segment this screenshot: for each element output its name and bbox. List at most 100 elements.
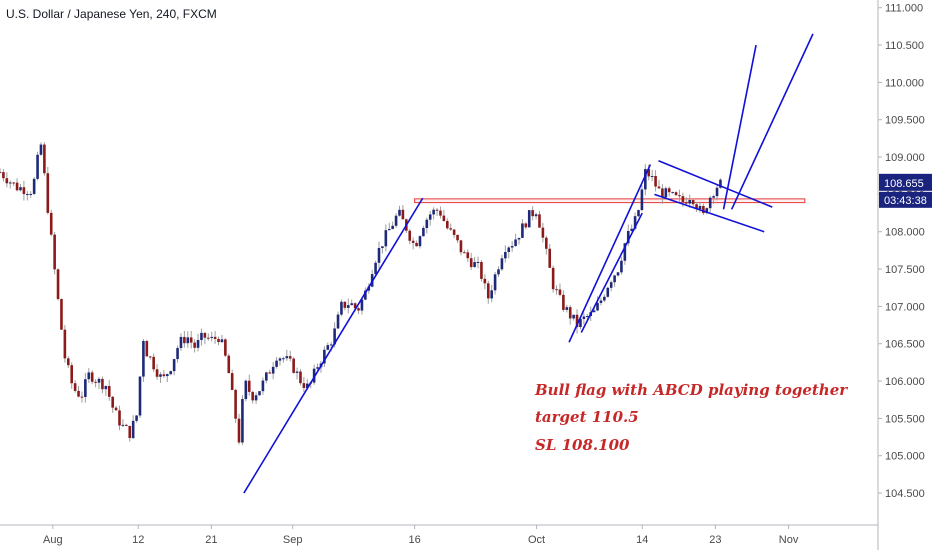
candle-body <box>582 316 586 319</box>
candle-body <box>357 308 360 311</box>
candle-body <box>104 386 108 390</box>
candle-body <box>53 234 56 270</box>
candle-body <box>29 193 33 195</box>
candle-body <box>15 182 19 191</box>
candle-body <box>428 214 432 220</box>
candle-body <box>538 214 541 228</box>
candle-body <box>220 339 224 343</box>
x-tick-label: Sep <box>283 534 303 546</box>
candle-body <box>32 178 36 194</box>
countdown-badge <box>879 191 932 208</box>
candle-body <box>302 383 306 388</box>
y-tick-label: 106.500 <box>885 339 925 351</box>
candle-body <box>80 396 84 398</box>
leg-ab-trendline <box>243 197 424 494</box>
candle-body <box>118 410 121 426</box>
candle-body <box>480 262 483 279</box>
candle-body <box>26 194 29 196</box>
candle-body <box>719 179 722 188</box>
candle-body <box>630 228 633 231</box>
trendlines-layer <box>243 33 814 494</box>
candle-body <box>155 369 159 377</box>
candle-body <box>551 267 555 290</box>
candle-body <box>616 272 620 276</box>
candle-body <box>203 332 207 338</box>
candle-body <box>623 243 627 261</box>
candle-body <box>391 225 394 229</box>
candle-body <box>210 336 213 338</box>
candle-body <box>449 228 453 230</box>
candle-body <box>189 337 193 343</box>
candle-body <box>572 314 575 319</box>
candle-body <box>176 348 179 360</box>
candle-body <box>398 209 401 216</box>
candle-body <box>326 345 330 350</box>
candle-body <box>251 391 254 401</box>
candle-body <box>148 356 152 358</box>
last-price-badge <box>879 173 932 191</box>
candle-body <box>254 395 258 401</box>
candle-body <box>681 196 685 203</box>
candle-body <box>442 215 446 222</box>
candle-body <box>12 182 15 184</box>
candle-body <box>152 356 155 370</box>
y-tick-label: 108.000 <box>885 227 925 239</box>
candle-body <box>678 195 681 197</box>
candle-body <box>527 210 531 228</box>
candle-body <box>128 425 132 439</box>
candle-body <box>247 380 251 392</box>
candle-body <box>445 221 449 229</box>
candle-body <box>84 379 87 397</box>
candle-body <box>135 415 138 421</box>
candle-body <box>39 144 43 155</box>
y-tick-label: 110.000 <box>885 77 924 89</box>
candle-body <box>299 371 302 384</box>
candle-body <box>213 336 217 339</box>
candle-body <box>708 197 712 209</box>
candle-body <box>234 389 237 419</box>
y-tick-label: 109.500 <box>885 115 925 127</box>
candle-body <box>456 234 459 241</box>
candle-body <box>275 360 278 367</box>
candle-body <box>206 337 210 339</box>
candle-body <box>558 289 562 295</box>
candle-body <box>637 210 640 217</box>
y-tick-label: 109.000 <box>885 152 925 164</box>
candle-body <box>179 336 183 349</box>
candle-body <box>688 199 692 204</box>
candle-body <box>159 374 162 377</box>
candle-body <box>19 187 22 191</box>
candle-body <box>292 358 295 373</box>
candle-body <box>244 380 248 400</box>
candle-body <box>288 356 292 359</box>
flag-upper-line <box>658 160 773 208</box>
candle-body <box>360 299 364 311</box>
candle-body <box>97 378 101 383</box>
candle-body <box>346 305 350 308</box>
candle-body <box>166 374 169 377</box>
candle-body <box>408 230 412 241</box>
candle-body <box>685 202 688 204</box>
chart-title: U.S. Dollar / Japanese Yen, 240, FXCM <box>6 7 217 21</box>
candles-layer <box>0 142 722 446</box>
candle-body <box>285 356 289 359</box>
candle-body <box>439 210 442 216</box>
candle-body <box>422 227 425 237</box>
candle-body <box>459 240 463 253</box>
candle-body <box>94 381 97 383</box>
candle-body <box>647 168 651 177</box>
x-tick-label: 12 <box>132 534 144 546</box>
candle-body <box>111 396 114 408</box>
candle-body <box>172 359 176 372</box>
candle-body <box>186 337 190 344</box>
candle-body <box>350 303 353 306</box>
candle-body <box>374 262 377 275</box>
candle-body <box>90 372 94 382</box>
candle-body <box>22 187 26 195</box>
candle-body <box>715 187 719 197</box>
candle-body <box>8 182 12 184</box>
candle-body <box>486 283 490 299</box>
candle-body <box>609 282 613 288</box>
